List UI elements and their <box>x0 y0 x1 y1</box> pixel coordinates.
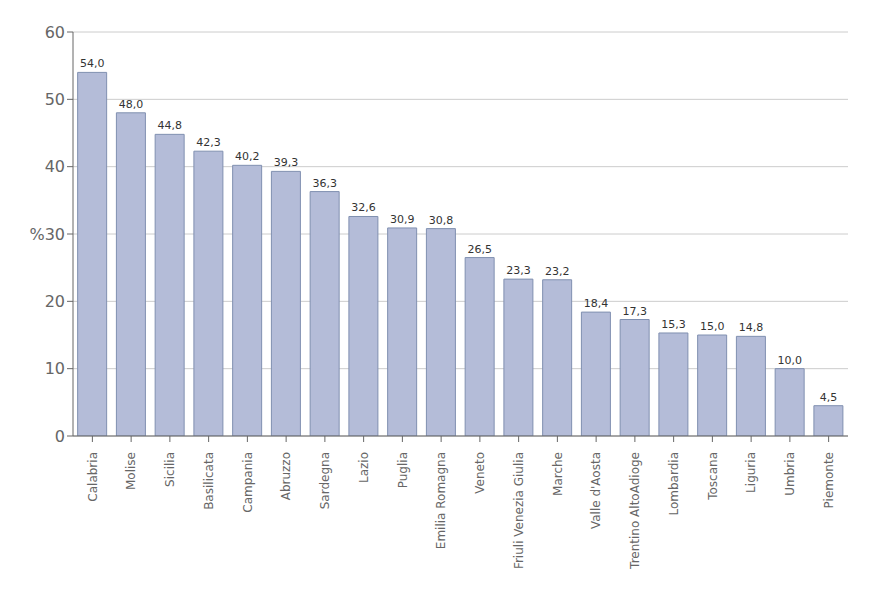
svg-text:Basilicata: Basilicata <box>202 452 216 510</box>
svg-text:15,0: 15,0 <box>700 320 725 333</box>
svg-text:Umbria: Umbria <box>783 452 797 496</box>
svg-text:Sardegna: Sardegna <box>318 452 332 509</box>
svg-text:Campania: Campania <box>241 452 255 513</box>
svg-text:Valle d'Aosta: Valle d'Aosta <box>589 452 603 529</box>
svg-text:Liguria: Liguria <box>744 452 758 493</box>
svg-text:Emilia Romagna: Emilia Romagna <box>434 452 448 549</box>
svg-text:17,3: 17,3 <box>622 305 647 318</box>
svg-text:20: 20 <box>45 292 65 311</box>
svg-text:40,2: 40,2 <box>235 150 260 163</box>
svg-text:32,6: 32,6 <box>351 201 376 214</box>
svg-text:39,3: 39,3 <box>274 156 299 169</box>
svg-text:Lazio: Lazio <box>357 452 371 483</box>
svg-text:36,3: 36,3 <box>312 177 337 190</box>
svg-text:Marche: Marche <box>551 452 565 496</box>
svg-text:10,0: 10,0 <box>777 354 802 367</box>
svg-text:Toscana: Toscana <box>706 452 720 501</box>
svg-text:50: 50 <box>45 90 65 109</box>
svg-text:%30: %30 <box>29 225 65 244</box>
svg-text:Friuli Venezia Giulia: Friuli Venezia Giulia <box>512 452 526 569</box>
svg-text:Veneto: Veneto <box>473 452 487 494</box>
svg-text:42,3: 42,3 <box>196 136 221 149</box>
svg-text:0: 0 <box>55 427 65 446</box>
svg-text:4,5: 4,5 <box>820 391 838 404</box>
svg-text:Sicilia: Sicilia <box>163 452 177 487</box>
svg-text:Abruzzo: Abruzzo <box>279 452 293 500</box>
svg-text:60: 60 <box>45 23 65 42</box>
svg-text:23,3: 23,3 <box>506 264 531 277</box>
svg-text:Molise: Molise <box>124 452 138 490</box>
svg-text:44,8: 44,8 <box>157 119 182 132</box>
svg-text:10: 10 <box>45 359 65 378</box>
svg-text:26,5: 26,5 <box>467 243 492 256</box>
svg-text:23,2: 23,2 <box>545 265 570 278</box>
svg-text:30,8: 30,8 <box>429 214 454 227</box>
svg-text:Trentino AltoAdioge: Trentino AltoAdioge <box>628 452 642 570</box>
svg-text:Piemonte: Piemonte <box>822 452 836 508</box>
svg-text:48,0: 48,0 <box>119 98 144 111</box>
svg-text:54,0: 54,0 <box>80 57 105 70</box>
svg-text:40: 40 <box>45 157 65 176</box>
svg-text:30,9: 30,9 <box>390 213 415 226</box>
svg-text:14,8: 14,8 <box>739 321 764 334</box>
svg-text:Calabria: Calabria <box>86 452 100 502</box>
svg-text:15,3: 15,3 <box>661 318 686 331</box>
svg-text:Puglia: Puglia <box>396 452 410 488</box>
svg-text:Lombardia: Lombardia <box>667 452 681 516</box>
svg-text:18,4: 18,4 <box>584 297 609 310</box>
